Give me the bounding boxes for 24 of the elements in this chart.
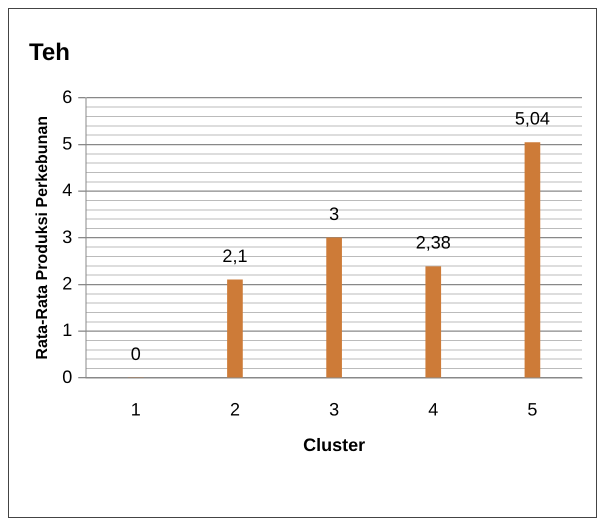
data-label: 3	[329, 204, 340, 224]
bar	[326, 237, 342, 378]
bar	[227, 279, 243, 378]
y-tick-label: 1	[62, 320, 72, 340]
y-tick-label: 4	[62, 180, 72, 200]
bar	[524, 142, 540, 378]
bar	[425, 266, 442, 378]
x-tick-label: 1	[130, 400, 141, 420]
data-label: 2,38	[416, 232, 451, 253]
x-axis-title: Cluster	[303, 435, 366, 456]
y-tick-label: 6	[62, 86, 72, 107]
y-tick-label: 3	[62, 226, 72, 247]
data-label: 0	[130, 344, 141, 364]
chart-title: Teh	[29, 39, 70, 66]
y-tick-label: 5	[62, 133, 72, 154]
data-label: 5,04	[514, 108, 550, 129]
x-tick-label: 2	[230, 400, 240, 420]
x-tick-label: 4	[428, 400, 438, 420]
y-tick-label: 0	[62, 366, 72, 387]
x-tick-label: 3	[329, 400, 340, 420]
y-axis-title: Rata-Rata Produksi Perkebunan	[34, 116, 52, 360]
y-tick-label: 2	[62, 273, 72, 294]
data-label: 2,1	[222, 246, 248, 266]
x-tick-label: 5	[527, 400, 538, 420]
